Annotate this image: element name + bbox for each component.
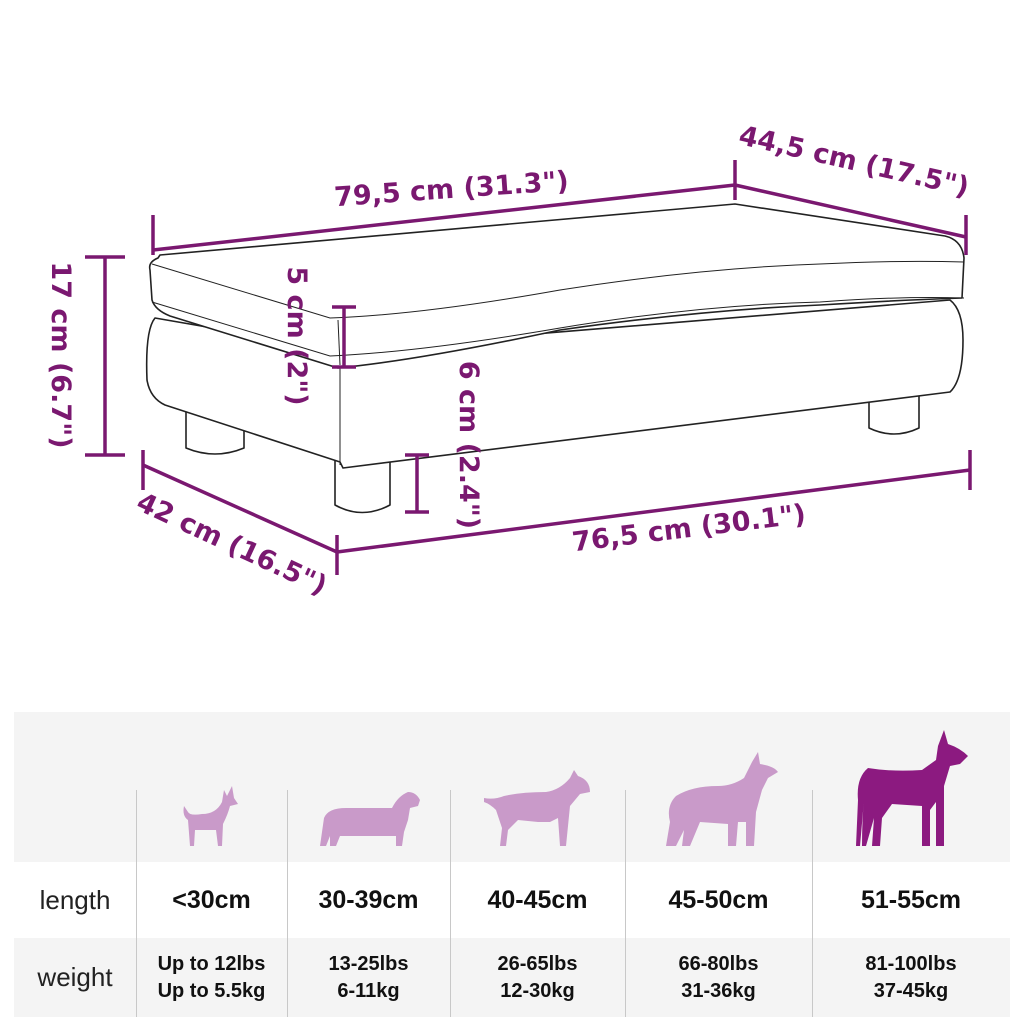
shepherd-icon — [666, 752, 778, 846]
dog-icons-row — [14, 712, 1010, 862]
column-divider — [812, 790, 813, 1017]
weight-cell: 13-25lbs 6-11kg — [287, 938, 450, 1017]
great-dane-icon — [856, 730, 968, 846]
weight-cell: 66-80lbs 31-36kg — [625, 938, 812, 1017]
weight-kg: 37-45kg — [873, 979, 949, 1002]
length-row: length <30cm 30-39cm 40-45cm 45-50cm 51-… — [14, 862, 1010, 938]
weight-row: weight Up to 12lbs Up to 5.5kg 13-25lbs 6-… — [14, 938, 1010, 1017]
weight-kg: 6-11kg — [337, 979, 400, 1002]
length-cell: 45-50cm — [668, 885, 769, 914]
top-depth-label: 44,5 cm (17.5") — [736, 120, 972, 203]
height-label: 17 cm (6.7") — [45, 261, 76, 448]
dog-size-table: length <30cm 30-39cm 40-45cm 45-50cm 51-… — [14, 712, 1010, 1017]
weight-lbs: 26-65lbs — [497, 952, 578, 975]
length-row-label: length — [39, 884, 111, 915]
weight-lbs: Up to 12lbs — [157, 952, 266, 975]
column-divider — [450, 790, 451, 1017]
weight-cell: 26-65lbs 12-30kg — [450, 938, 625, 1017]
length-cell: 40-45cm — [487, 885, 588, 914]
weight-kg: 31-36kg — [681, 979, 756, 1002]
weight-lbs: 66-80lbs — [678, 952, 759, 975]
leg-height-label: 6 cm (2.4") — [453, 361, 484, 529]
weight-row-label: weight — [37, 962, 113, 992]
ottoman-dimension-diagram: 79,5 cm (31.3") 44,5 cm (17.5") 17 cm (6… — [45, 120, 972, 602]
ottoman-drawing — [145, 203, 965, 514]
column-divider — [625, 790, 626, 1017]
weight-kg: 12-30kg — [500, 979, 575, 1002]
bull-terrier-icon — [484, 770, 590, 846]
cushion-height-label: 5 cm (2") — [281, 266, 312, 405]
weight-kg: Up to 5.5kg — [157, 979, 266, 1002]
length-cell: 51-55cm — [860, 885, 962, 914]
length-cell: <30cm — [172, 885, 251, 914]
weight-lbs: 81-100lbs — [865, 952, 957, 975]
dachshund-icon — [320, 792, 420, 846]
dimension-lines — [85, 160, 972, 575]
weight-cell: Up to 12lbs Up to 5.5kg — [136, 938, 287, 1017]
weight-cell: 81-100lbs 37-45kg — [812, 938, 1010, 1017]
weight-lbs: 13-25lbs — [328, 952, 409, 975]
column-divider — [287, 790, 288, 1017]
length-cell: 30-39cm — [318, 885, 419, 914]
column-divider — [136, 790, 137, 1017]
chihuahua-icon — [183, 786, 238, 846]
